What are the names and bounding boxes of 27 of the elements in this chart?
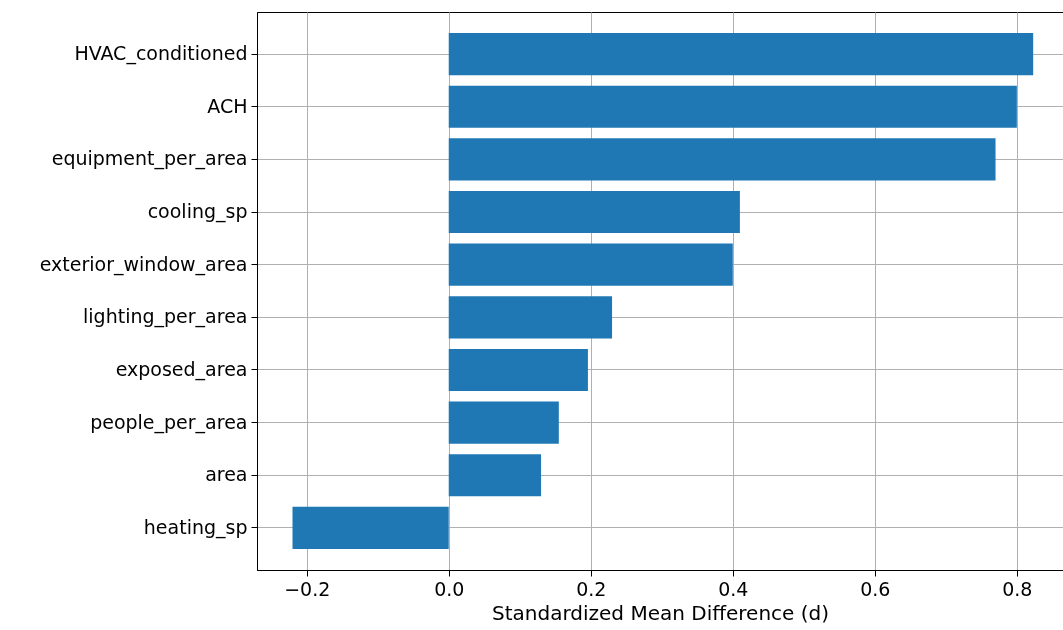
y-tick-label: equipment_per_area [51,147,248,171]
x-tick-label: −0.2 [284,577,331,600]
y-tick-label: area [205,463,248,486]
y-tick-label: heating_sp [143,515,248,539]
bar [448,296,613,339]
y-tick-label: ACH [207,94,248,117]
x-tick-label: 0.0 [434,577,465,600]
bar [448,85,1017,128]
y-tick-label: exposed_area [115,357,248,381]
x-tick-label: 0.4 [718,577,749,600]
y-tick-label: people_per_area [90,410,248,434]
bar [448,401,559,444]
bar [448,138,996,181]
bar [292,506,449,549]
y-tick-label: lighting_per_area [83,305,248,329]
y-tick-label: exterior_window_area [39,252,248,276]
bar [448,190,740,234]
bar [448,33,1034,76]
y-tick-label: HVAC_conditioned [74,42,248,66]
x-tick-label: 0.8 [1002,577,1033,600]
x-tick-label: 0.2 [576,577,607,600]
bar [448,243,733,286]
bar [448,454,542,497]
x-tick-label: 0.6 [860,577,891,600]
bar [448,348,588,392]
x-axis-title: Standardized Mean Difference (d) [491,600,830,625]
y-tick-label: cooling_sp [147,200,248,224]
